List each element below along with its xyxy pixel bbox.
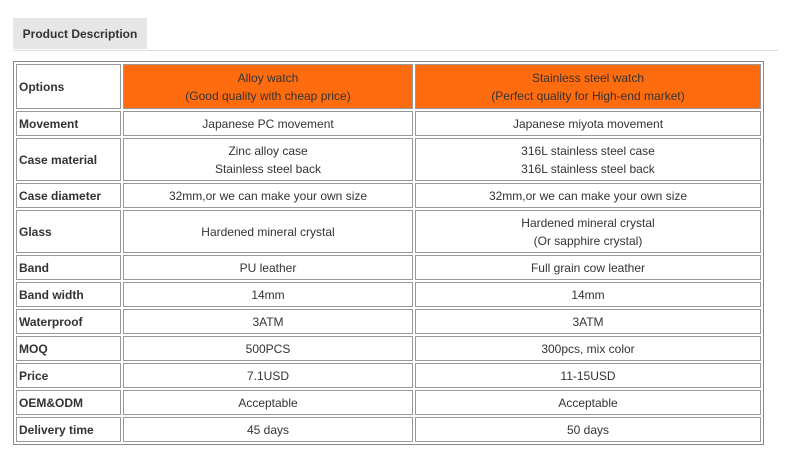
cell-line: 32mm,or we can make your own size — [488, 188, 688, 203]
row-label: OEM&ODM — [16, 390, 121, 415]
alloy-watch-header: Alloy watch (Good quality with cheap pri… — [123, 64, 413, 109]
cell-line: Acceptable — [238, 395, 298, 410]
cell-line: (Or sapphire crystal) — [533, 233, 643, 248]
row-label: Band width — [16, 282, 121, 307]
row-label: MOQ — [16, 336, 121, 361]
cell-line: 50 days — [566, 422, 610, 437]
alloy-cell: Zinc alloy case Stainless steel back — [123, 138, 413, 181]
cell-line: Stainless steel back — [214, 161, 322, 176]
cell-line: Full grain cow leather — [530, 260, 646, 275]
alloy-cell: 14mm — [123, 282, 413, 307]
steel-cell: 32mm,or we can make your own size — [415, 183, 761, 208]
table-row: MOQ 500PCS 300pcs, mix color — [16, 336, 761, 361]
cell-line: PU leather — [239, 260, 297, 275]
steel-cell: Japanese miyota movement — [415, 111, 761, 136]
cell-line: 316L stainless steel case — [521, 143, 655, 158]
table-row: Price 7.1USD 11-15USD — [16, 363, 761, 388]
cell-line: Hardened mineral crystal — [521, 215, 655, 230]
spec-table: Options Alloy watch (Good quality with c… — [13, 61, 764, 445]
steel-cell: Full grain cow leather — [415, 255, 761, 280]
alloy-cell: Hardened mineral crystal — [123, 210, 413, 253]
steel-cell: 50 days — [415, 417, 761, 442]
alloy-cell: Acceptable — [123, 390, 413, 415]
row-label: Movement — [16, 111, 121, 136]
alloy-cell: Japanese PC movement — [123, 111, 413, 136]
steel-cell: 3ATM — [415, 309, 761, 334]
table-row: Band width 14mm 14mm — [16, 282, 761, 307]
alloy-watch-title: Alloy watch — [237, 70, 299, 85]
stainless-watch-subtitle: (Perfect quality for High-end market) — [491, 88, 685, 103]
table-row: Glass Hardened mineral crystal Hardened … — [16, 210, 761, 253]
cell-line: 45 days — [246, 422, 290, 437]
cell-line: 500PCS — [245, 341, 291, 356]
stainless-watch-title: Stainless steel watch — [531, 70, 645, 85]
table-row: Waterproof 3ATM 3ATM — [16, 309, 761, 334]
cell-line: Acceptable — [558, 395, 618, 410]
alloy-cell: 45 days — [123, 417, 413, 442]
row-label: Delivery time — [16, 417, 121, 442]
alloy-cell: PU leather — [123, 255, 413, 280]
row-label: Case diameter — [16, 183, 121, 208]
tab-bar: Product Description — [13, 18, 778, 51]
cell-line: Japanese miyota movement — [512, 116, 664, 131]
steel-cell: Hardened mineral crystal (Or sapphire cr… — [415, 210, 761, 253]
row-label: Waterproof — [16, 309, 121, 334]
steel-cell: Acceptable — [415, 390, 761, 415]
table-row: OEM&ODM Acceptable Acceptable — [16, 390, 761, 415]
cell-line: Japanese PC movement — [202, 116, 334, 131]
table-row: Case diameter 32mm,or we can make your o… — [16, 183, 761, 208]
alloy-watch-subtitle: (Good quality with cheap price) — [185, 88, 351, 103]
alloy-cell: 7.1USD — [123, 363, 413, 388]
header-row: Options Alloy watch (Good quality with c… — [16, 64, 761, 109]
cell-line: Zinc alloy case — [228, 143, 308, 158]
row-label: Glass — [16, 210, 121, 253]
cell-line: 14mm — [571, 287, 605, 302]
cell-line: 316L stainless steel back — [521, 161, 655, 176]
cell-line: 7.1USD — [246, 368, 290, 383]
tab-product-description[interactable]: Product Description — [13, 18, 147, 49]
row-label: Price — [16, 363, 121, 388]
cell-line: 32mm,or we can make your own size — [168, 188, 368, 203]
cell-line: 300pcs, mix color — [541, 341, 635, 356]
steel-cell: 14mm — [415, 282, 761, 307]
cell-line: 11-15USD — [560, 368, 616, 383]
stainless-watch-header: Stainless steel watch (Perfect quality f… — [415, 64, 761, 109]
table-row: Case material Zinc alloy case Stainless … — [16, 138, 761, 181]
steel-cell: 300pcs, mix color — [415, 336, 761, 361]
cell-line: 3ATM — [572, 314, 604, 329]
alloy-cell: 500PCS — [123, 336, 413, 361]
cell-line: 14mm — [251, 287, 285, 302]
spec-table-container: Options Alloy watch (Good quality with c… — [13, 61, 764, 445]
table-row: Movement Japanese PC movement Japanese m… — [16, 111, 761, 136]
steel-cell: 11-15USD — [415, 363, 761, 388]
row-label: Case material — [16, 138, 121, 181]
table-row: Band PU leather Full grain cow leather — [16, 255, 761, 280]
cell-line: 3ATM — [252, 314, 284, 329]
steel-cell: 316L stainless steel case 316L stainless… — [415, 138, 761, 181]
table-row: Delivery time 45 days 50 days — [16, 417, 761, 442]
alloy-cell: 32mm,or we can make your own size — [123, 183, 413, 208]
options-header: Options — [16, 64, 121, 109]
row-label: Band — [16, 255, 121, 280]
alloy-cell: 3ATM — [123, 309, 413, 334]
cell-line: Hardened mineral crystal — [201, 224, 335, 239]
